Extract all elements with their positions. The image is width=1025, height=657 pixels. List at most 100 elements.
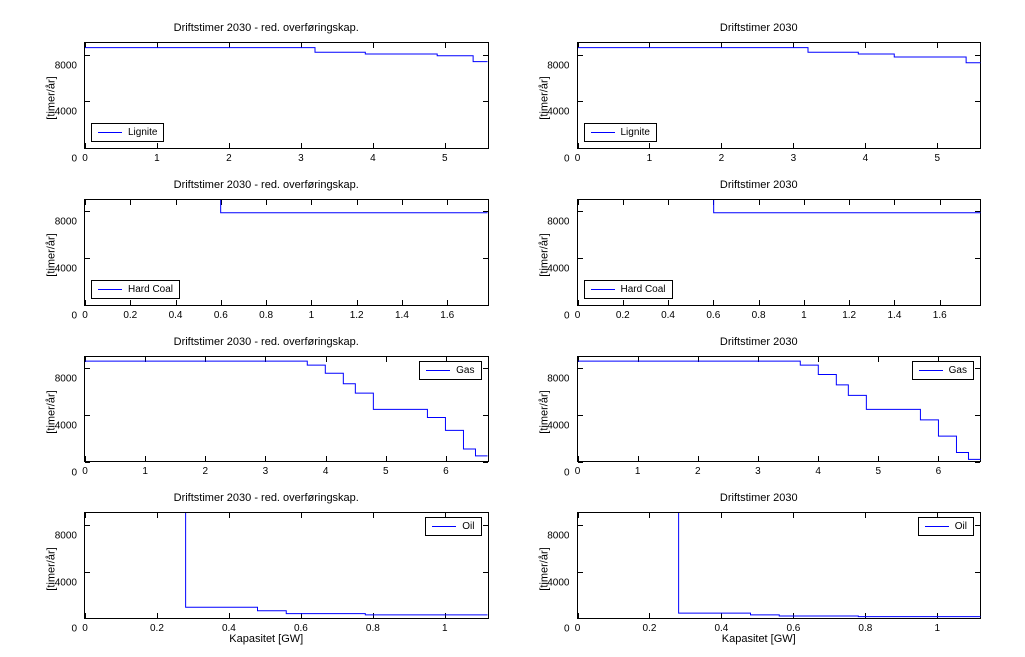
legend-line-icon: [426, 370, 450, 371]
y-tick-mark: [483, 305, 488, 306]
y-tick-label: 8000: [55, 60, 77, 71]
legend-line-icon: [98, 132, 122, 133]
legend: Hard Coal: [91, 280, 180, 299]
x-tick-label: 1.4: [395, 310, 409, 321]
x-tick-label: 0.8: [752, 310, 766, 321]
y-tick-mark: [483, 462, 488, 463]
y-tick-label: 0: [564, 154, 570, 165]
legend-label: Gas: [456, 365, 474, 376]
x-tick-label: 1: [801, 310, 807, 321]
plot-area: 0123456040008000Gas: [84, 356, 489, 463]
legend-line-icon: [591, 132, 615, 133]
x-tick-label: 2: [226, 153, 232, 164]
chart-title: Driftstimer 2030 - red. overføringskap.: [20, 336, 513, 348]
x-tick-label: 1: [154, 153, 160, 164]
x-tick-label: 0: [575, 466, 581, 477]
x-tick-label: 5: [383, 466, 389, 477]
x-tick-label: 2: [203, 466, 209, 477]
x-tick-label: 0: [575, 310, 581, 321]
y-tick-label: 8000: [547, 374, 569, 385]
x-tick-label: 1.2: [350, 310, 364, 321]
legend-line-icon: [432, 526, 456, 527]
y-tick-label: 4000: [547, 420, 569, 431]
x-tick-label: 0: [82, 310, 88, 321]
chart-cell-r1-c0: Driftstimer 2030 - red. overføringskap.[…: [20, 177, 513, 334]
chart-cell-r2-c0: Driftstimer 2030 - red. overføringskap.[…: [20, 334, 513, 491]
legend: Oil: [425, 517, 481, 536]
chart-cell-r2-c1: Driftstimer 2030[timer/år]01234560400080…: [513, 334, 1006, 491]
chart-title: Driftstimer 2030: [513, 492, 1006, 504]
y-tick-mark: [578, 148, 583, 149]
x-tick-label: 1: [647, 153, 653, 164]
chart-cell-r3-c0: Driftstimer 2030 - red. overføringskap.[…: [20, 490, 513, 647]
legend-label: Gas: [949, 365, 967, 376]
chart-title: Driftstimer 2030: [513, 22, 1006, 34]
y-tick-label: 8000: [55, 374, 77, 385]
legend: Gas: [419, 361, 481, 380]
x-tick-label: 1.2: [842, 310, 856, 321]
plot-area: 012345040008000Lignite: [577, 42, 982, 149]
y-tick-mark: [85, 618, 90, 619]
x-tick-label: 5: [875, 466, 881, 477]
y-tick-mark: [85, 462, 90, 463]
y-tick-label: 0: [71, 467, 77, 478]
chart-title: Driftstimer 2030 - red. overføringskap.: [20, 492, 513, 504]
x-tick-label: 6: [936, 466, 942, 477]
x-tick-label: 0.4: [169, 310, 183, 321]
x-tick-label: 1: [309, 310, 315, 321]
y-tick-label: 4000: [55, 107, 77, 118]
x-axis-label: Kapasitet [GW]: [20, 633, 513, 645]
x-tick-label: 1.4: [888, 310, 902, 321]
x-tick-label: 0: [82, 466, 88, 477]
legend-label: Lignite: [128, 127, 157, 138]
chart-title: Driftstimer 2030 - red. overføringskap.: [20, 179, 513, 191]
y-tick-label: 4000: [55, 420, 77, 431]
x-tick-label: 2: [695, 466, 701, 477]
plot-area: 00.20.40.60.811.21.41.6040008000Hard Coa…: [84, 199, 489, 306]
y-tick-label: 8000: [55, 530, 77, 541]
x-tick-label: 1: [635, 466, 641, 477]
legend-label: Oil: [955, 521, 967, 532]
legend-label: Hard Coal: [621, 284, 666, 295]
x-tick-label: 4: [370, 153, 376, 164]
x-tick-label: 3: [791, 153, 797, 164]
legend: Oil: [918, 517, 974, 536]
x-tick-label: 0: [82, 153, 88, 164]
plot-area: 0123456040008000Gas: [577, 356, 982, 463]
x-tick-label: 0: [575, 153, 581, 164]
y-tick-mark: [975, 462, 980, 463]
y-tick-label: 8000: [547, 60, 569, 71]
x-tick-label: 0.8: [259, 310, 273, 321]
x-tick-label: 1: [142, 466, 148, 477]
x-axis-label: Kapasitet [GW]: [513, 633, 1006, 645]
x-tick-label: 0.6: [214, 310, 228, 321]
legend-line-icon: [925, 526, 949, 527]
x-tick-label: 0.2: [616, 310, 630, 321]
y-tick-mark: [578, 305, 583, 306]
x-tick-label: 2: [719, 153, 725, 164]
legend: Lignite: [91, 123, 164, 142]
legend-line-icon: [919, 370, 943, 371]
y-tick-mark: [975, 618, 980, 619]
y-tick-mark: [975, 305, 980, 306]
legend: Lignite: [584, 123, 657, 142]
y-tick-mark: [483, 148, 488, 149]
x-tick-label: 0.2: [123, 310, 137, 321]
chart-cell-r0-c1: Driftstimer 2030[timer/år]01234504000800…: [513, 20, 1006, 177]
y-tick-label: 8000: [547, 217, 569, 228]
x-tick-label: 4: [863, 153, 869, 164]
x-tick-label: 5: [935, 153, 941, 164]
legend: Hard Coal: [584, 280, 673, 299]
y-tick-mark: [483, 618, 488, 619]
y-tick-label: 8000: [55, 217, 77, 228]
legend-line-icon: [98, 289, 122, 290]
x-tick-label: 0.4: [661, 310, 675, 321]
y-tick-label: 0: [71, 310, 77, 321]
legend-label: Hard Coal: [128, 284, 173, 295]
plot-area: 00.20.40.60.81040008000Oil: [84, 512, 489, 619]
x-tick-label: 1.6: [440, 310, 454, 321]
y-tick-label: 4000: [547, 107, 569, 118]
y-tick-mark: [578, 462, 583, 463]
chart-cell-r0-c0: Driftstimer 2030 - red. overføringskap.[…: [20, 20, 513, 177]
x-tick-label: 5: [442, 153, 448, 164]
